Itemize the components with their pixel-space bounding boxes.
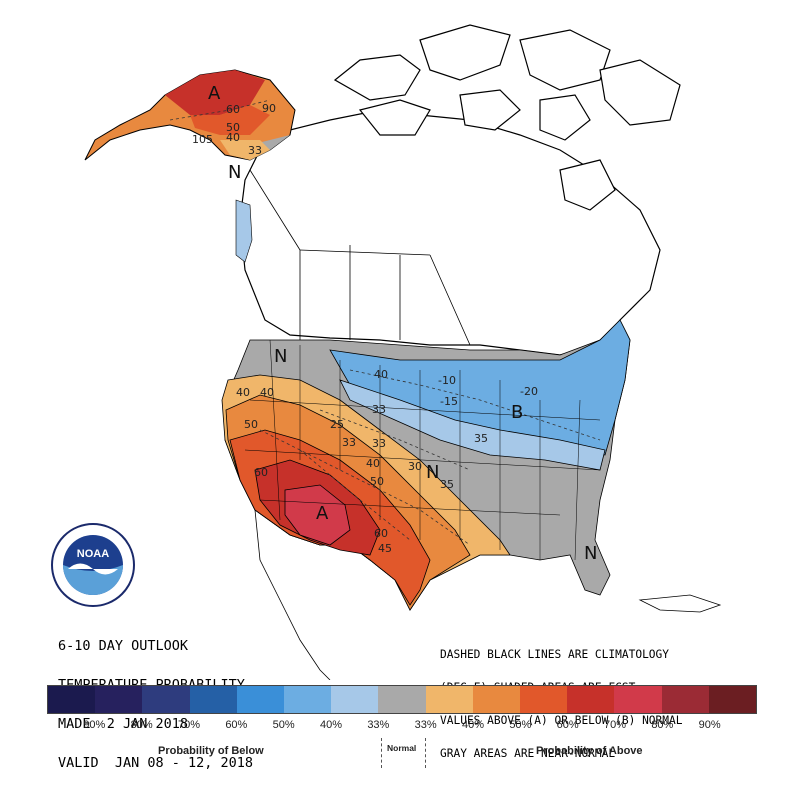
legend-normal-caption: Normal <box>387 743 417 753</box>
state-borders <box>244 339 601 561</box>
legend-label: 70% <box>603 719 627 731</box>
contour-label: 50 <box>370 475 384 488</box>
contour-label: 50 <box>226 121 240 134</box>
contour-label: 35 <box>440 478 454 491</box>
legend-label: 80% <box>130 719 153 731</box>
legend-swatch <box>331 686 379 713</box>
climatology-lines <box>169 99 601 546</box>
legend-label: 70% <box>177 719 201 731</box>
legend-label: 90% <box>698 719 721 731</box>
legend-label: 60% <box>225 719 248 731</box>
contour-label: -15 <box>440 395 458 408</box>
contour-label: 33 <box>248 144 262 157</box>
note-line: VALUES ABOVE (A) OR BELOW (B) NORMAL <box>440 714 683 727</box>
us-above-80 <box>284 484 351 546</box>
legend-swatch <box>48 686 96 713</box>
mexico-outline <box>254 509 331 680</box>
legend-label: 50% <box>272 719 295 731</box>
logo-text: NOAA <box>77 548 109 560</box>
contiguous-us <box>221 319 631 611</box>
cuba-outline <box>638 594 722 613</box>
legend-swatch <box>520 686 568 713</box>
normal-divider-right <box>425 738 426 768</box>
region-letter-normal: N <box>584 543 597 564</box>
region-letter-below: B <box>511 402 523 423</box>
noaa-logo: NOAA <box>51 523 135 607</box>
contour-label: 60 <box>226 103 240 116</box>
contour-label: 33 <box>342 436 356 449</box>
region-letter-normal: N <box>228 162 241 183</box>
contour-label: 40 <box>236 386 250 399</box>
legend-swatch <box>189 686 237 713</box>
legend-swatch <box>425 686 473 713</box>
contour-label: 35 <box>474 432 488 445</box>
region-letters: A N N A B N N <box>208 83 597 564</box>
contour-label: 30 <box>408 460 422 473</box>
contour-label: 25 <box>330 418 344 431</box>
alaska-region <box>84 69 296 161</box>
contour-label: 105 <box>192 133 213 146</box>
region-letter-above: A <box>208 83 221 104</box>
note-line: GRAY AREAS ARE NEAR-NORMAL <box>440 747 616 760</box>
made-date: MADE 2 JAN 2018 <box>58 716 189 732</box>
outlook-map: 60 50 40 33 105 90 40 33 25 50 60 40 33 … <box>84 24 722 680</box>
normal-divider-left <box>381 738 382 768</box>
legend-labels: 90% 80% 70% 60% 50% 40% 33% 33% 40% 50% 60% 70% 80% 9… <box>47 719 757 733</box>
canada-landmass <box>239 24 681 356</box>
legend-swatch <box>472 686 521 713</box>
contour-label: -10 <box>438 374 456 387</box>
legend-label: 90% <box>83 719 106 731</box>
contour-label: 50 <box>244 418 258 431</box>
legend-swatch <box>614 686 662 713</box>
legend-swatch <box>567 686 615 713</box>
legend-swatch <box>142 686 190 713</box>
legend-label: 50% <box>509 719 532 731</box>
legend-swatch <box>378 686 426 713</box>
contour-label: 33 <box>372 403 386 416</box>
contour-label: -20 <box>520 385 538 398</box>
contour-label: 40 <box>366 457 380 470</box>
contour-label: 45 <box>378 542 392 555</box>
pnw-light-blue <box>235 199 253 263</box>
legend-label: 33% <box>367 719 390 731</box>
region-letter-above: A <box>316 503 329 524</box>
legend-label: 60% <box>556 719 579 731</box>
region-letter-normal: N <box>426 462 439 483</box>
region-letter-normal: N <box>274 346 287 367</box>
legend-label: 33% <box>414 719 437 731</box>
legend-label: 40% <box>461 719 485 731</box>
outlook-title: 6-10 DAY OUTLOOK <box>58 638 189 654</box>
legend-label: 80% <box>651 719 674 731</box>
province-borders <box>249 169 471 346</box>
legend-label: 40% <box>319 719 343 731</box>
legend-swatch <box>708 686 757 713</box>
contour-label: 40 <box>374 368 388 381</box>
legend-swatch <box>95 686 143 713</box>
contour-label: 60 <box>254 466 268 479</box>
legend-swatch <box>284 686 332 713</box>
contour-label: 90 <box>262 102 276 115</box>
legend-below-caption: Probability of Below <box>158 745 264 757</box>
note-line: DASHED BLACK LINES ARE CLIMATOLOGY <box>440 648 670 661</box>
legend-swatch <box>661 686 709 713</box>
legend-swatch <box>236 686 285 713</box>
valid-dates: VALID JAN 08 - 12, 2018 <box>58 755 254 771</box>
contour-labels: 60 50 40 33 105 90 40 33 25 50 60 40 33 … <box>192 102 538 555</box>
legend-above-caption: Probability of Above <box>536 745 643 757</box>
contour-label: 60 <box>374 527 388 540</box>
contour-label: 40 <box>260 386 274 399</box>
legend-bar <box>47 685 757 714</box>
contour-label: 40 <box>226 131 240 144</box>
contour-label: 33 <box>372 437 386 450</box>
